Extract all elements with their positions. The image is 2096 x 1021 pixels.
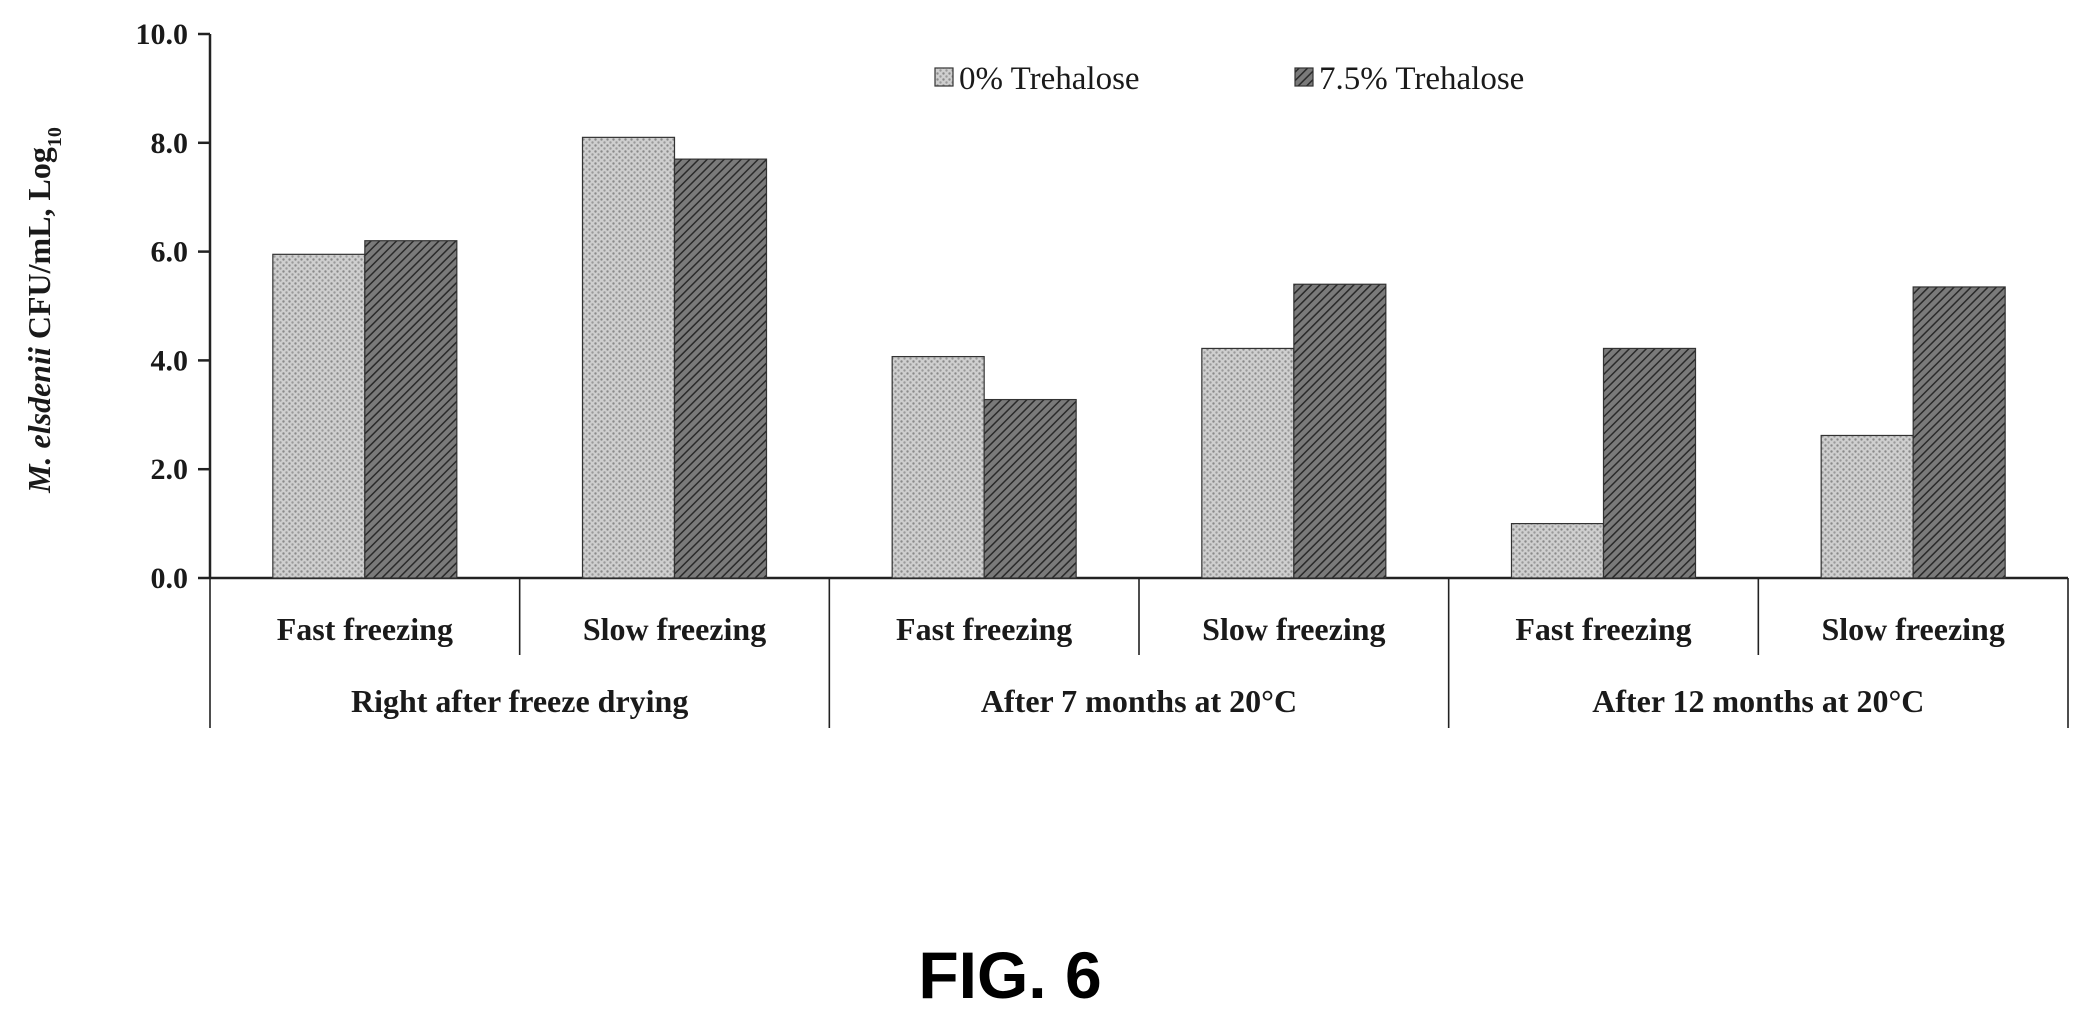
y-tick-label: 10.0 — [136, 18, 189, 51]
bar-series-7-5pct — [1912, 286, 2006, 579]
legend-swatch — [1294, 67, 1314, 87]
y-tick-label: 4.0 — [151, 344, 189, 377]
y-tick-label: 0.0 — [151, 562, 189, 595]
bar-series-0pct — [272, 253, 366, 579]
x-axis-categories: Fast freezing Slow freezing Fast freezing S… — [209, 578, 2069, 655]
bar-series-7-5pct — [673, 158, 768, 579]
y-axis-label-main: CFU/mL, Log — [21, 147, 57, 347]
bar-series-7-5pct — [364, 240, 458, 579]
y-axis-label-subscript: 10 — [44, 127, 66, 147]
bar-series-7-5pct — [1602, 347, 1697, 579]
bar-series-7-5pct — [983, 398, 1077, 579]
category-label: Slow freezing — [1202, 611, 1385, 647]
bar-series-0pct — [1510, 522, 1605, 579]
legend: 0% Trehalose 7.5% Trehalose — [934, 61, 1524, 97]
y-axis-label: M. elsdenii CFU/mL, Log10 — [21, 127, 66, 494]
y-axis-ticks: 0.0 2.0 4.0 6.0 8.0 10.0 — [136, 18, 210, 595]
legend-swatch — [934, 67, 954, 87]
bar-series-0pct — [581, 136, 676, 579]
axes — [208, 34, 2068, 580]
group-label: Right after freeze drying — [351, 683, 688, 719]
category-label: Fast freezing — [896, 611, 1072, 647]
category-label: Fast freezing — [277, 611, 453, 647]
figure-label: FIG. 6 — [918, 938, 1101, 1012]
y-tick-label: 8.0 — [151, 127, 189, 160]
legend-label: 0% Trehalose — [959, 61, 1140, 97]
bar-series-7-5pct — [1293, 283, 1387, 579]
y-tick-label: 6.0 — [151, 236, 189, 269]
bar-series-0pct — [1201, 347, 1295, 579]
category-label: Slow freezing — [583, 611, 766, 647]
x-axis-groups: Right after freeze drying After 7 months … — [209, 655, 2069, 728]
category-label: Fast freezing — [1515, 611, 1691, 647]
y-axis-label-italic: M. elsdenii — [21, 347, 57, 494]
bars — [272, 136, 2006, 579]
group-label: After 7 months at 20°C — [981, 683, 1297, 719]
legend-label: 7.5% Trehalose — [1319, 61, 1524, 97]
bar-series-0pct — [1820, 434, 1914, 579]
y-tick-label: 2.0 — [151, 453, 189, 486]
group-label: After 12 months at 20°C — [1592, 683, 1924, 719]
bar-series-0pct — [891, 355, 985, 579]
category-label: Slow freezing — [1821, 611, 2004, 647]
